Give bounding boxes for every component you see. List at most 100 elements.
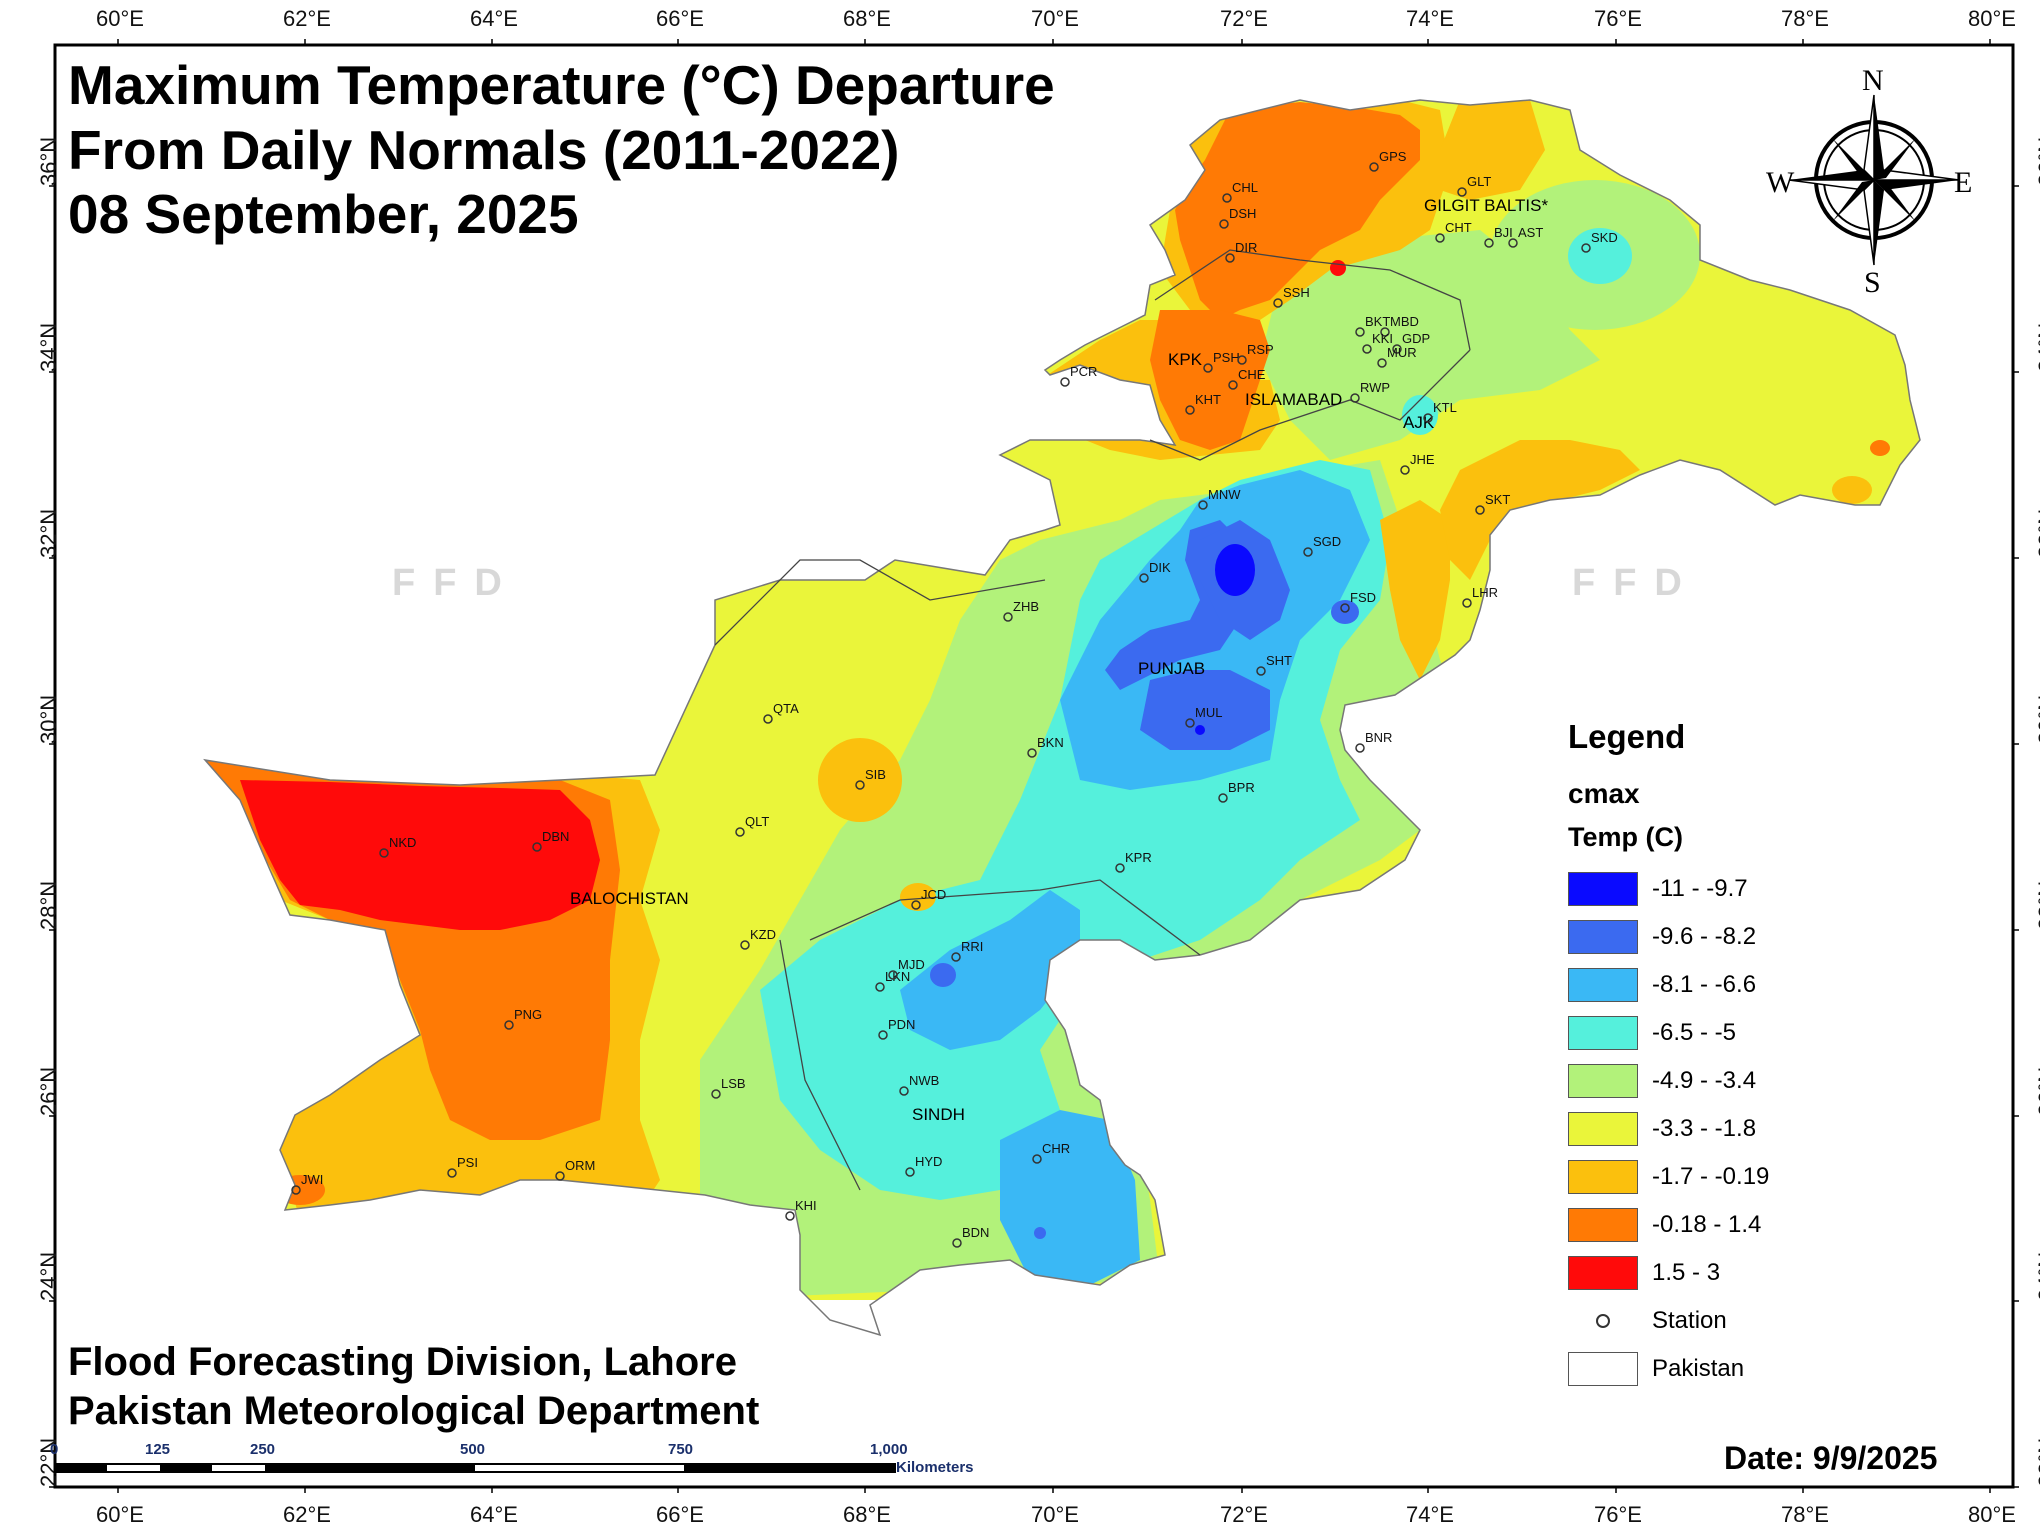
legend-class-row: 1.5 - 3 (1568, 1249, 1898, 1297)
station-label: HYD (915, 1154, 942, 1169)
region-labels: GILGIT BALTIS* KPK ISLAMABAD AJK PUNJAB … (570, 196, 1548, 1124)
station-marker (763, 714, 773, 724)
station-label: MUL (1195, 705, 1222, 720)
station-label: SSH (1283, 285, 1310, 300)
station-marker (1369, 162, 1379, 172)
station-label: RSP (1247, 342, 1274, 357)
legend-station-label: Station (1652, 1307, 1727, 1334)
legend-swatch (1568, 1064, 1638, 1098)
station-label: BKN (1037, 735, 1064, 750)
map-date: Date: 9/9/2025 (1724, 1440, 1938, 1476)
lon-tick-label-top: 78°E (1781, 6, 1829, 31)
station-label: SHT (1266, 653, 1292, 668)
station-label: NKD (389, 835, 416, 850)
graticule-ticks (49, 39, 2019, 1493)
station-label: LHR (1472, 585, 1498, 600)
station-marker (1377, 358, 1387, 368)
legend-class-row: -11 - -9.7 (1568, 865, 1898, 913)
lat-tick-label-right: 34°N (2034, 323, 2040, 372)
station-marker (1256, 666, 1266, 676)
station-marker (1003, 612, 1013, 622)
station-marker (1303, 547, 1313, 557)
station-marker (888, 970, 898, 980)
station-label: QLT (745, 814, 769, 829)
station-label: BNR (1365, 730, 1392, 745)
lat-tick-label-left: 22°N (36, 1438, 61, 1487)
station-label: DSH (1229, 206, 1256, 221)
region-sindh: SINDH (912, 1105, 965, 1124)
station-marker (911, 900, 921, 910)
watermark-left: FFD (392, 562, 520, 604)
station-marker (1457, 187, 1467, 197)
station-marker (905, 1167, 915, 1177)
legend-classes: -11 - -9.7 -9.6 - -8.2 -8.1 - -6.6 -6.5 - -… (1568, 865, 1898, 1297)
lon-tick-label-top: 68°E (843, 6, 891, 31)
station-marker (711, 1089, 721, 1099)
station-marker (1362, 344, 1372, 354)
station-marker (532, 842, 542, 852)
station-marker (1219, 219, 1229, 229)
station-marker (1355, 327, 1365, 337)
station-marker (740, 940, 750, 950)
station-marker (899, 1086, 909, 1096)
station-label: ZHB (1013, 599, 1039, 614)
lon-tick-label-top: 64°E (470, 6, 518, 31)
station-marker (379, 848, 389, 858)
lon-tick-label-bottom: 62°E (283, 1502, 331, 1527)
station-marker (1032, 1154, 1042, 1164)
station-label: QTA (773, 701, 799, 716)
lon-tick-label-bottom: 74°E (1406, 1502, 1454, 1527)
station-marker (1400, 465, 1410, 475)
lat-tick-label-right: 26°N (2034, 1067, 2040, 1116)
legend-swatch (1568, 1208, 1638, 1242)
station-marker (1185, 405, 1195, 415)
lon-tick-label-top: 66°E (656, 6, 704, 31)
legend-class-row: -8.1 - -6.6 (1568, 961, 1898, 1009)
lon-tick-label-bottom: 70°E (1031, 1502, 1079, 1527)
station-label: KZD (750, 927, 776, 942)
station-marker (855, 780, 865, 790)
legend-class-label: -0.18 - 1.4 (1652, 1211, 1762, 1238)
station-label: BKT (1365, 314, 1390, 329)
scale-tick-750: 750 (668, 1441, 693, 1458)
scale-bar: 0 125 250 500 750 1,000 Kilometers (50, 1441, 974, 1476)
station-marker (951, 952, 961, 962)
lat-tick-label-right: 32°N (2034, 509, 2040, 558)
compass-south: S (1864, 266, 1881, 299)
legend-swatch (1568, 968, 1638, 1002)
lon-tick-label-bottom: 78°E (1781, 1502, 1829, 1527)
legend-swatch (1568, 1112, 1638, 1146)
station-label: DIR (1235, 240, 1257, 255)
station-label: PSI (457, 1155, 478, 1170)
scale-unit: Kilometers (896, 1459, 974, 1476)
lat-tick-label-left: 32°N (36, 509, 61, 558)
station-marker (447, 1168, 457, 1178)
lat-tick-label-right: 30°N (2034, 695, 2040, 744)
station-label: PDN (888, 1017, 915, 1032)
legend-class-label: -1.7 - -0.19 (1652, 1163, 1770, 1190)
lat-tick-label-right: 36°N (2034, 137, 2040, 186)
station-marker (878, 1030, 888, 1040)
legend-pakistan-label: Pakistan (1652, 1355, 1745, 1382)
station-marker (1139, 573, 1149, 583)
scale-tick-250: 250 (250, 1441, 275, 1458)
legend-class-label: -4.9 - -3.4 (1652, 1067, 1757, 1094)
station-label: KTL (1433, 400, 1457, 415)
station-marker (1581, 243, 1591, 253)
station-marker (1484, 238, 1494, 248)
station-symbol-icon (1568, 1304, 1638, 1338)
legend-class-label: -3.3 - -1.8 (1652, 1115, 1757, 1142)
region-kpk: KPK (1168, 350, 1203, 369)
station-label: DIK (1149, 560, 1171, 575)
pakistan-outline-swatch (1568, 1352, 1638, 1386)
region-ajk: AJK (1403, 413, 1435, 432)
lon-tick-label-bottom: 60°E (96, 1502, 144, 1527)
region-balochistan: BALOCHISTAN (570, 889, 689, 908)
station-label: JCD (921, 887, 946, 902)
station-label: SKT (1485, 492, 1510, 507)
station-label: KKI (1372, 331, 1393, 346)
station-marker (1355, 743, 1365, 753)
station-label: ORM (565, 1158, 595, 1173)
legend: Legend cmax Temp (C) -11 - -9.7 -9.6 - -8… (1568, 718, 1898, 1393)
